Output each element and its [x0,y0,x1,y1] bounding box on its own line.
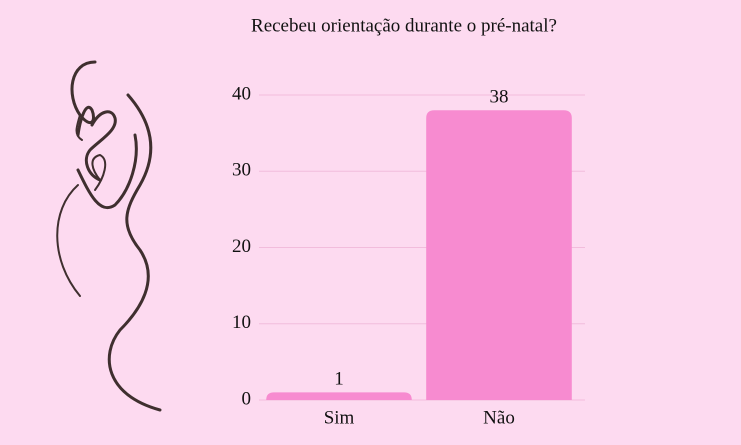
y-tick-label: 10 [232,312,251,333]
silhouette-illustration [56,60,162,412]
y-tick-label: 30 [232,160,251,181]
y-tick-label: 20 [232,236,251,257]
data-label: 38 [490,87,509,108]
x-tick-label: Não [483,407,515,428]
y-tick-label: 40 [232,83,251,104]
data-label: 1 [334,369,344,390]
chart-title: Recebeu orientação durante o pré-natal? [251,15,557,36]
bar [426,110,572,400]
y-tick-label: 0 [242,388,252,409]
bar [266,392,412,400]
x-tick-label: Sim [324,407,355,428]
